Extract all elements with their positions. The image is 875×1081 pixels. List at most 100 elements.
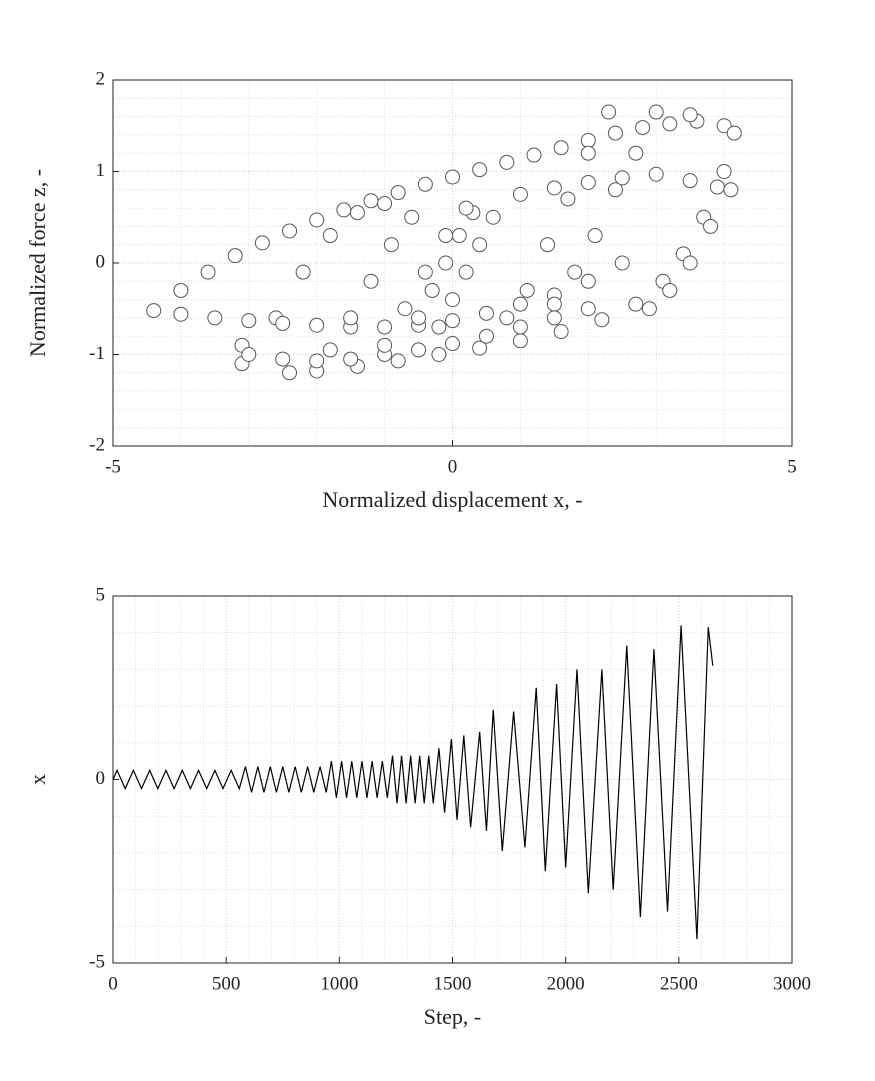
point bbox=[363, 273, 379, 289]
point bbox=[648, 104, 664, 120]
point bbox=[641, 301, 657, 317]
point bbox=[282, 223, 298, 239]
point bbox=[662, 282, 678, 298]
point bbox=[431, 347, 447, 362]
point bbox=[709, 179, 725, 195]
point bbox=[309, 212, 325, 228]
point bbox=[390, 185, 406, 201]
x-tick-label: 0 bbox=[108, 973, 118, 994]
point bbox=[648, 166, 664, 182]
point bbox=[726, 125, 742, 141]
x-tick-label: 0 bbox=[448, 456, 458, 477]
point bbox=[451, 228, 467, 244]
point bbox=[628, 296, 644, 312]
point bbox=[275, 351, 291, 367]
point bbox=[377, 319, 393, 335]
point bbox=[580, 132, 596, 148]
point bbox=[445, 292, 460, 308]
point bbox=[254, 235, 270, 251]
x-tick-label: 1000 bbox=[320, 973, 358, 994]
point bbox=[472, 340, 488, 356]
point bbox=[472, 162, 488, 178]
point bbox=[377, 337, 393, 353]
x-tick-label: 2500 bbox=[660, 973, 698, 994]
y-axis-label: Normalized force z, - bbox=[25, 169, 50, 357]
point bbox=[363, 193, 379, 209]
point bbox=[343, 310, 359, 326]
point bbox=[377, 196, 393, 212]
x-tick-label: -5 bbox=[105, 456, 121, 477]
point bbox=[397, 301, 413, 317]
y-tick-label: -2 bbox=[89, 434, 105, 455]
point bbox=[445, 336, 460, 352]
point bbox=[635, 120, 651, 136]
point bbox=[546, 296, 562, 312]
y-tick-label: -5 bbox=[89, 951, 105, 972]
point bbox=[445, 169, 460, 185]
point bbox=[390, 353, 406, 369]
point bbox=[146, 303, 162, 319]
point bbox=[594, 312, 610, 328]
point bbox=[601, 104, 617, 120]
point bbox=[580, 174, 596, 190]
x-axis-label: Normalized displacement x, - bbox=[322, 487, 582, 512]
point bbox=[458, 200, 474, 216]
point bbox=[173, 282, 189, 298]
point bbox=[716, 118, 732, 134]
point bbox=[716, 164, 732, 179]
point bbox=[472, 237, 488, 253]
point bbox=[411, 342, 427, 358]
point bbox=[580, 273, 596, 289]
point bbox=[682, 107, 698, 123]
point bbox=[438, 228, 454, 244]
point bbox=[241, 347, 257, 362]
point bbox=[512, 296, 528, 312]
x-tick-label: 2000 bbox=[547, 973, 585, 994]
point bbox=[207, 310, 223, 326]
point bbox=[607, 182, 623, 198]
point bbox=[227, 248, 243, 264]
y-tick-label: 2 bbox=[96, 68, 106, 89]
point bbox=[383, 237, 399, 253]
point bbox=[411, 310, 427, 326]
point bbox=[349, 205, 365, 221]
point bbox=[309, 317, 325, 333]
point bbox=[587, 228, 603, 244]
point bbox=[275, 315, 291, 331]
point bbox=[322, 228, 338, 244]
point bbox=[682, 255, 698, 271]
point bbox=[200, 264, 216, 280]
point bbox=[553, 324, 569, 340]
axes-frame bbox=[112, 79, 793, 447]
point bbox=[614, 170, 630, 186]
point bbox=[703, 218, 719, 234]
point bbox=[512, 186, 528, 202]
point bbox=[546, 310, 562, 326]
point bbox=[458, 264, 474, 280]
x-tick-label: 1500 bbox=[434, 973, 472, 994]
point bbox=[295, 264, 311, 280]
point bbox=[417, 176, 433, 192]
y-tick-label: 0 bbox=[96, 251, 106, 272]
point bbox=[553, 140, 569, 156]
point bbox=[336, 202, 352, 218]
point bbox=[478, 328, 494, 344]
y-tick-label: 0 bbox=[96, 768, 106, 789]
point bbox=[560, 191, 576, 207]
point bbox=[580, 301, 596, 317]
y-tick-label: 5 bbox=[96, 584, 106, 605]
point bbox=[424, 282, 440, 298]
x-axis-label: Step, - bbox=[424, 1004, 481, 1029]
point bbox=[540, 237, 556, 253]
point bbox=[526, 147, 542, 163]
point bbox=[431, 319, 447, 335]
x-tick-label: 500 bbox=[212, 973, 241, 994]
point bbox=[512, 319, 528, 335]
point bbox=[662, 116, 678, 132]
point bbox=[499, 154, 515, 170]
point bbox=[309, 353, 325, 369]
y-axis-label: x bbox=[25, 774, 50, 785]
point bbox=[499, 310, 515, 326]
